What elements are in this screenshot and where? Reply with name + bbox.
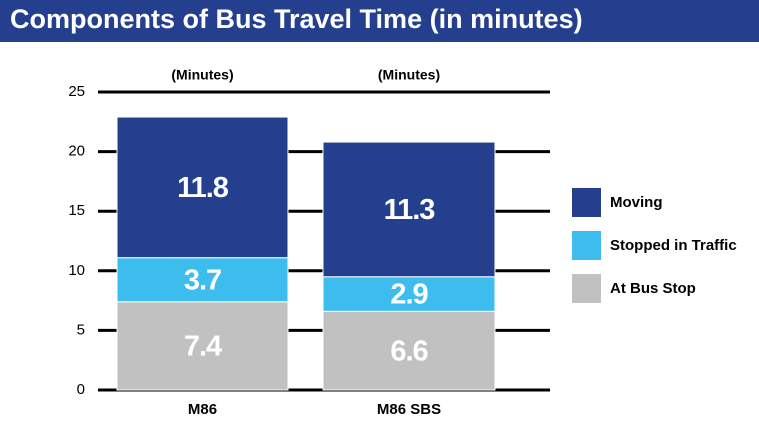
- value-label: 6.6: [390, 335, 428, 367]
- y-tick-label: 20: [68, 143, 85, 160]
- value-label: 11.8: [177, 172, 229, 204]
- x-tick-label: M86 SBS: [377, 401, 441, 418]
- legend-label: Moving: [610, 194, 663, 211]
- value-label: 3.7: [184, 264, 221, 296]
- bar-annotation: (Minutes): [378, 67, 440, 83]
- legend-label: At Bus Stop: [610, 280, 696, 297]
- legend-label: Stopped in Traffic: [610, 237, 737, 254]
- bar-segment: [116, 301, 289, 391]
- bar-segment: [322, 141, 496, 278]
- y-tick-label: 10: [68, 262, 85, 279]
- y-tick-label: 25: [68, 83, 85, 100]
- x-tick-label: M86: [188, 401, 217, 418]
- title-banner: [0, 0, 759, 42]
- value-label: 11.3: [384, 194, 436, 226]
- value-label: 2.9: [390, 279, 428, 311]
- bar-annotation: (Minutes): [171, 67, 233, 83]
- bar-segment: [322, 276, 496, 312]
- y-tick-label: 0: [77, 381, 85, 398]
- bar-segment: [322, 310, 496, 391]
- legend-swatch: [572, 231, 601, 260]
- chart-title: Components of Bus Travel Time (in minute…: [10, 4, 583, 34]
- bar-segment: [116, 257, 289, 303]
- bar-segment: [116, 116, 289, 259]
- y-tick-label: 5: [77, 321, 85, 338]
- legend-swatch: [572, 188, 601, 217]
- value-label: 7.4: [184, 331, 222, 363]
- legend-swatch: [572, 274, 601, 303]
- y-tick-label: 15: [68, 202, 85, 219]
